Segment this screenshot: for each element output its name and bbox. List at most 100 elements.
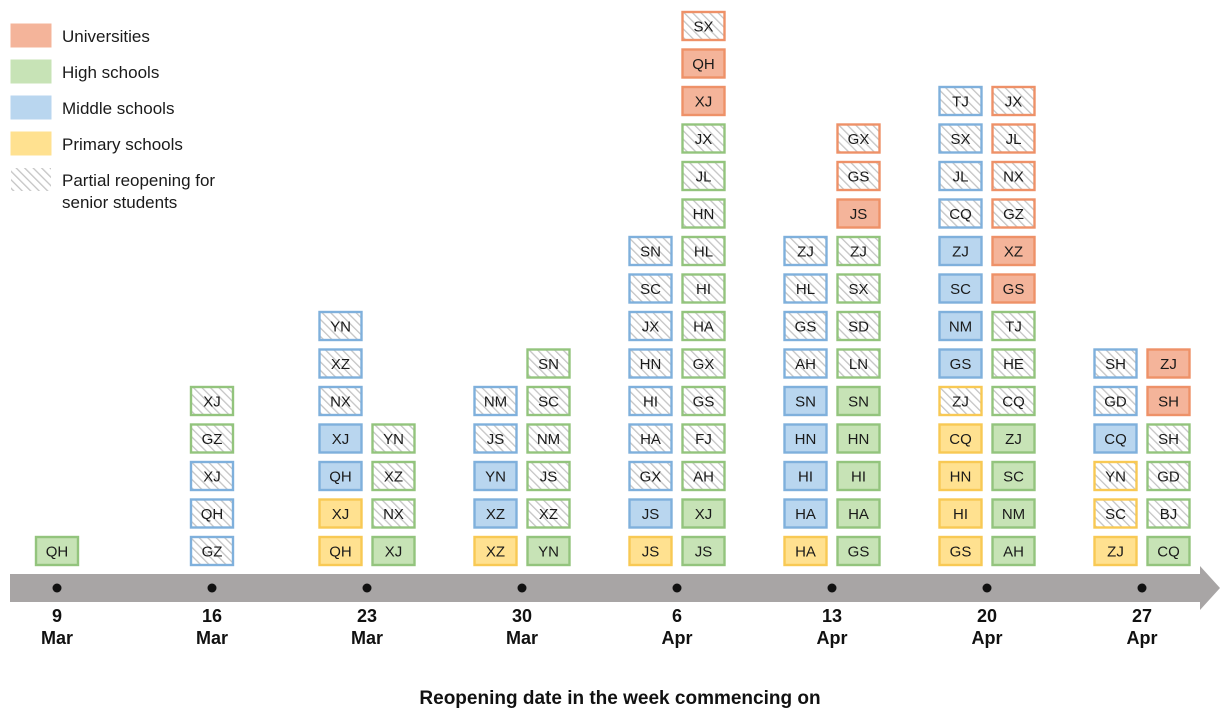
school-block: NM <box>991 498 1036 529</box>
block-rect <box>681 10 726 42</box>
school-block: HL <box>681 235 726 267</box>
block-label: ZJ <box>1107 544 1124 561</box>
block-label: HN <box>795 431 817 448</box>
block-rect <box>473 385 518 417</box>
week-dot <box>517 583 527 593</box>
block-label: GX <box>640 469 662 486</box>
school-block: XZ <box>371 460 416 492</box>
school-block: SC <box>938 273 983 304</box>
block-rect <box>783 348 828 379</box>
legend-swatch <box>10 95 52 120</box>
week-dot <box>1137 583 1147 593</box>
block-rect <box>189 423 235 454</box>
block-rect <box>318 385 363 417</box>
school-block: ZJ <box>938 385 983 417</box>
block-label: QH <box>46 544 69 561</box>
block-label: YN <box>485 469 506 486</box>
block-label: SN <box>640 244 661 261</box>
block-rect <box>1146 348 1191 379</box>
school-block: GZ <box>189 535 235 567</box>
school-block: NX <box>371 498 416 529</box>
week-day-label: 16 <box>202 606 222 626</box>
block-rect <box>681 385 726 417</box>
week-month-label: Apr <box>817 628 848 648</box>
school-block: SH <box>1146 423 1191 454</box>
week-month-label: Mar <box>506 628 538 648</box>
school-block: SC <box>628 273 673 304</box>
school-block: HA <box>836 498 881 529</box>
school-block: SH <box>1146 385 1191 417</box>
school-block: SX <box>938 123 983 154</box>
block-rect <box>1093 348 1138 379</box>
school-block: JL <box>938 160 983 192</box>
school-block: JS <box>526 460 571 492</box>
block-label: XZ <box>384 469 403 486</box>
block-rect <box>34 535 80 567</box>
block-label: HI <box>696 281 711 298</box>
school-block: GX <box>836 123 881 154</box>
school-block: HA <box>783 498 828 529</box>
block-label: SN <box>538 356 559 373</box>
week-day-label: 20 <box>977 606 997 626</box>
block-label: GD <box>1157 469 1180 486</box>
school-block: ZJ <box>1093 535 1138 567</box>
school-block: NX <box>991 160 1036 192</box>
week-day-label: 30 <box>512 606 532 626</box>
block-rect <box>681 48 726 79</box>
school-block: GS <box>938 348 983 379</box>
block-rect <box>628 423 673 454</box>
block-label: TJ <box>952 94 969 111</box>
school-block: LN <box>836 348 881 379</box>
block-rect <box>628 385 673 417</box>
block-label: QH <box>329 544 352 561</box>
block-rect <box>1146 498 1191 529</box>
legend-item: Partial reopening for senior students <box>11 168 215 212</box>
block-label: JS <box>487 431 505 448</box>
block-label: GZ <box>1003 206 1024 223</box>
block-label: SH <box>1105 356 1126 373</box>
school-block: HA <box>628 423 673 454</box>
school-block: HE <box>991 348 1036 379</box>
axis-bar <box>10 574 1204 602</box>
block-rect <box>783 385 828 417</box>
school-block: NM <box>526 423 571 454</box>
block-label: GS <box>1003 281 1025 298</box>
block-rect <box>526 385 571 417</box>
block-rect <box>783 535 828 567</box>
school-block: XZ <box>473 498 518 529</box>
school-block: HI <box>681 273 726 304</box>
school-block: JS <box>628 498 673 529</box>
block-rect <box>783 498 828 529</box>
block-label: SD <box>848 319 869 336</box>
school-block: SN <box>526 348 571 379</box>
block-rect <box>189 498 235 529</box>
legend-label: High schools <box>62 63 159 82</box>
x-axis-title: Reopening date in the week commencing on <box>419 688 820 709</box>
school-block: JX <box>991 85 1036 117</box>
block-label: XJ <box>203 394 221 411</box>
school-block: GS <box>681 385 726 417</box>
school-blocks: QH GZ QH XJ GZ XJ QH XJ QH XJ NX XZ YN XJ NX XZ YN XZ XZ YN… <box>34 10 1191 567</box>
school-block: SH <box>1093 348 1138 379</box>
week-dot <box>672 583 682 593</box>
block-label: XJ <box>695 94 713 111</box>
block-rect <box>938 198 983 229</box>
block-label: GS <box>848 169 870 186</box>
week-day-label: 23 <box>357 606 377 626</box>
school-block: QH <box>681 48 726 79</box>
school-block: GZ <box>991 198 1036 229</box>
block-rect <box>783 235 828 267</box>
block-rect <box>318 310 363 342</box>
block-rect <box>371 460 416 492</box>
block-label: GD <box>1104 394 1127 411</box>
school-block: QH <box>318 535 363 567</box>
block-rect <box>991 235 1036 267</box>
school-block: HI <box>836 460 881 492</box>
block-rect <box>681 123 726 154</box>
school-block: JS <box>836 198 881 229</box>
school-block: HA <box>783 535 828 567</box>
block-label: JX <box>695 131 713 148</box>
block-label: GS <box>693 394 715 411</box>
block-label: HA <box>693 319 714 336</box>
week-dot <box>827 583 837 593</box>
